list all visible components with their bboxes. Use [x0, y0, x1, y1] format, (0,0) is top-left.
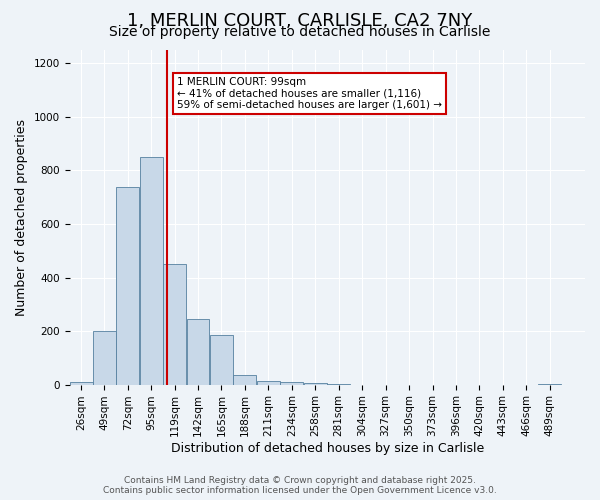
Bar [70, 382, 93, 384]
Bar [93, 331, 116, 384]
Bar [187, 319, 209, 384]
X-axis label: Distribution of detached houses by size in Carlisle: Distribution of detached houses by size … [170, 442, 484, 455]
Bar [163, 264, 186, 384]
Y-axis label: Number of detached properties: Number of detached properties [15, 119, 28, 316]
Bar [210, 335, 233, 384]
Text: 1 MERLIN COURT: 99sqm
← 41% of detached houses are smaller (1,116)
59% of semi-d: 1 MERLIN COURT: 99sqm ← 41% of detached … [177, 77, 442, 110]
Bar [116, 186, 139, 384]
Text: Contains HM Land Registry data © Crown copyright and database right 2025.
Contai: Contains HM Land Registry data © Crown c… [103, 476, 497, 495]
Text: 1, MERLIN COURT, CARLISLE, CA2 7NY: 1, MERLIN COURT, CARLISLE, CA2 7NY [127, 12, 473, 30]
Bar [257, 380, 280, 384]
Bar [280, 382, 304, 384]
Text: Size of property relative to detached houses in Carlisle: Size of property relative to detached ho… [109, 25, 491, 39]
Bar [233, 375, 256, 384]
Bar [140, 157, 163, 384]
